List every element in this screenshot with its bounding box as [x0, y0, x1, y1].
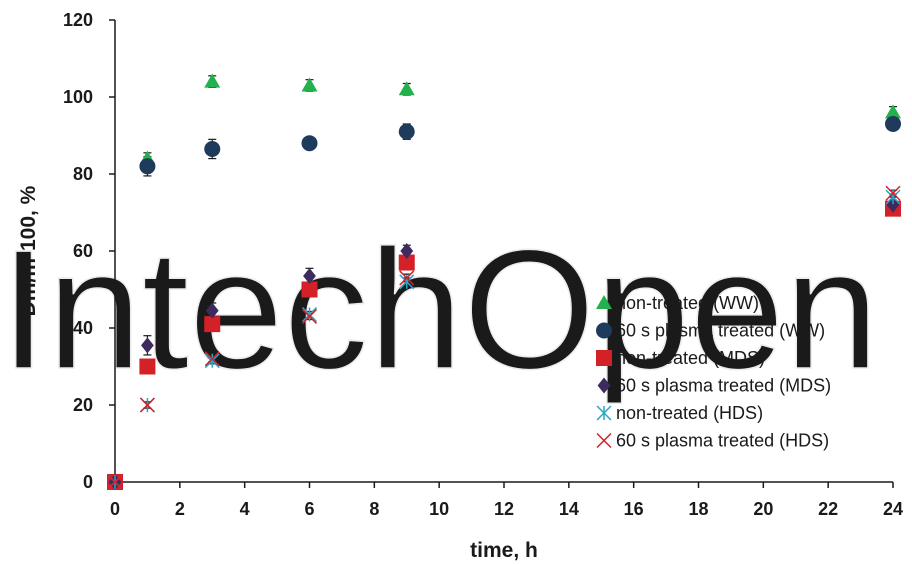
data-point-asterisk: [204, 353, 220, 369]
legend-item: 60 s plasma treated (WW): [596, 321, 825, 341]
data-point-diamond: [303, 268, 316, 285]
y-axis-ticks: 0 20 40 60 80 100 120: [63, 10, 115, 492]
data-point-circle: [301, 135, 318, 152]
legend-item: non-treated (HDS): [596, 403, 763, 423]
data-point-circle: [398, 123, 415, 140]
data-point-diamond: [400, 243, 414, 259]
x-axis-title: time, h: [470, 539, 538, 562]
data-point-x: [885, 185, 901, 201]
legend-label: non-treated (HDS): [616, 403, 763, 423]
x-tick-label: 8: [369, 499, 379, 519]
legend: non-treated (WW) 60 s plasma treated (WW)…: [596, 293, 831, 451]
data-point-x: [399, 270, 415, 286]
legend-item: non-treated (WW): [596, 293, 759, 313]
x-tick-label: 4: [240, 499, 250, 519]
y-tick-label: 60: [73, 241, 93, 261]
legend-item: non-treated (MDS): [596, 348, 765, 368]
legend-marker-triangle: [596, 295, 612, 309]
y-axis-title: Dm/m·100, %: [17, 185, 40, 316]
data-point-circle: [204, 140, 221, 157]
y-tick-label: 20: [73, 395, 93, 415]
data-point-x: [301, 308, 318, 324]
data-point-triangle: [204, 73, 221, 88]
data-point-x: [107, 474, 123, 490]
data-markers: [107, 73, 901, 490]
data-point-x: [139, 397, 155, 413]
y-tick-label: 120: [63, 10, 93, 30]
legend-item: 60 s plasma treated (MDS): [597, 376, 831, 396]
data-point-asterisk: [301, 306, 318, 323]
legend-label: non-treated (MDS): [616, 348, 765, 368]
legend-marker-circle: [596, 322, 612, 339]
x-tick-label: 24: [883, 499, 903, 519]
data-point-triangle: [398, 81, 415, 96]
data-point-square: [398, 254, 415, 271]
legend-label: non-treated (WW): [616, 293, 759, 313]
x-tick-label: 20: [753, 499, 773, 519]
legend-marker-diamond: [597, 377, 611, 394]
data-point-x: [204, 351, 220, 367]
x-tick-label: 14: [559, 499, 579, 519]
legend-label: 60 s plasma treated (WW): [616, 321, 825, 341]
data-point-triangle: [301, 77, 318, 92]
y-tick-label: 100: [63, 87, 93, 107]
data-point-circle: [139, 158, 156, 175]
y-tick-label: 80: [73, 164, 93, 184]
legend-marker-x: [596, 432, 612, 449]
legend-item: 60 s plasma treated (HDS): [596, 431, 829, 451]
data-point-triangle: [885, 104, 901, 119]
data-point-square: [139, 358, 156, 375]
legend-label: 60 s plasma treated (HDS): [616, 431, 829, 451]
x-tick-label: 18: [688, 499, 708, 519]
y-tick-label: 40: [73, 318, 93, 338]
x-tick-label: 16: [624, 499, 644, 519]
legend-marker-asterisk: [596, 405, 612, 421]
data-point-square: [301, 281, 318, 298]
y-tick-label: 0: [83, 472, 93, 492]
x-tick-label: 6: [304, 499, 314, 519]
x-tick-label: 10: [429, 499, 449, 519]
legend-marker-square: [596, 350, 612, 366]
data-point-diamond: [141, 337, 154, 354]
x-tick-label: 2: [175, 499, 185, 519]
data-point-diamond: [205, 302, 219, 319]
legend-label: 60 s plasma treated (MDS): [616, 376, 831, 396]
x-axis-ticks: 0 2 4 6 8 10 12 14 16 18 20 22 24: [110, 482, 903, 519]
x-tick-label: 12: [494, 499, 514, 519]
x-tick-label: 22: [818, 499, 838, 519]
data-point-circle: [885, 115, 901, 132]
data-point-square: [204, 316, 221, 333]
x-tick-label: 0: [110, 499, 120, 519]
